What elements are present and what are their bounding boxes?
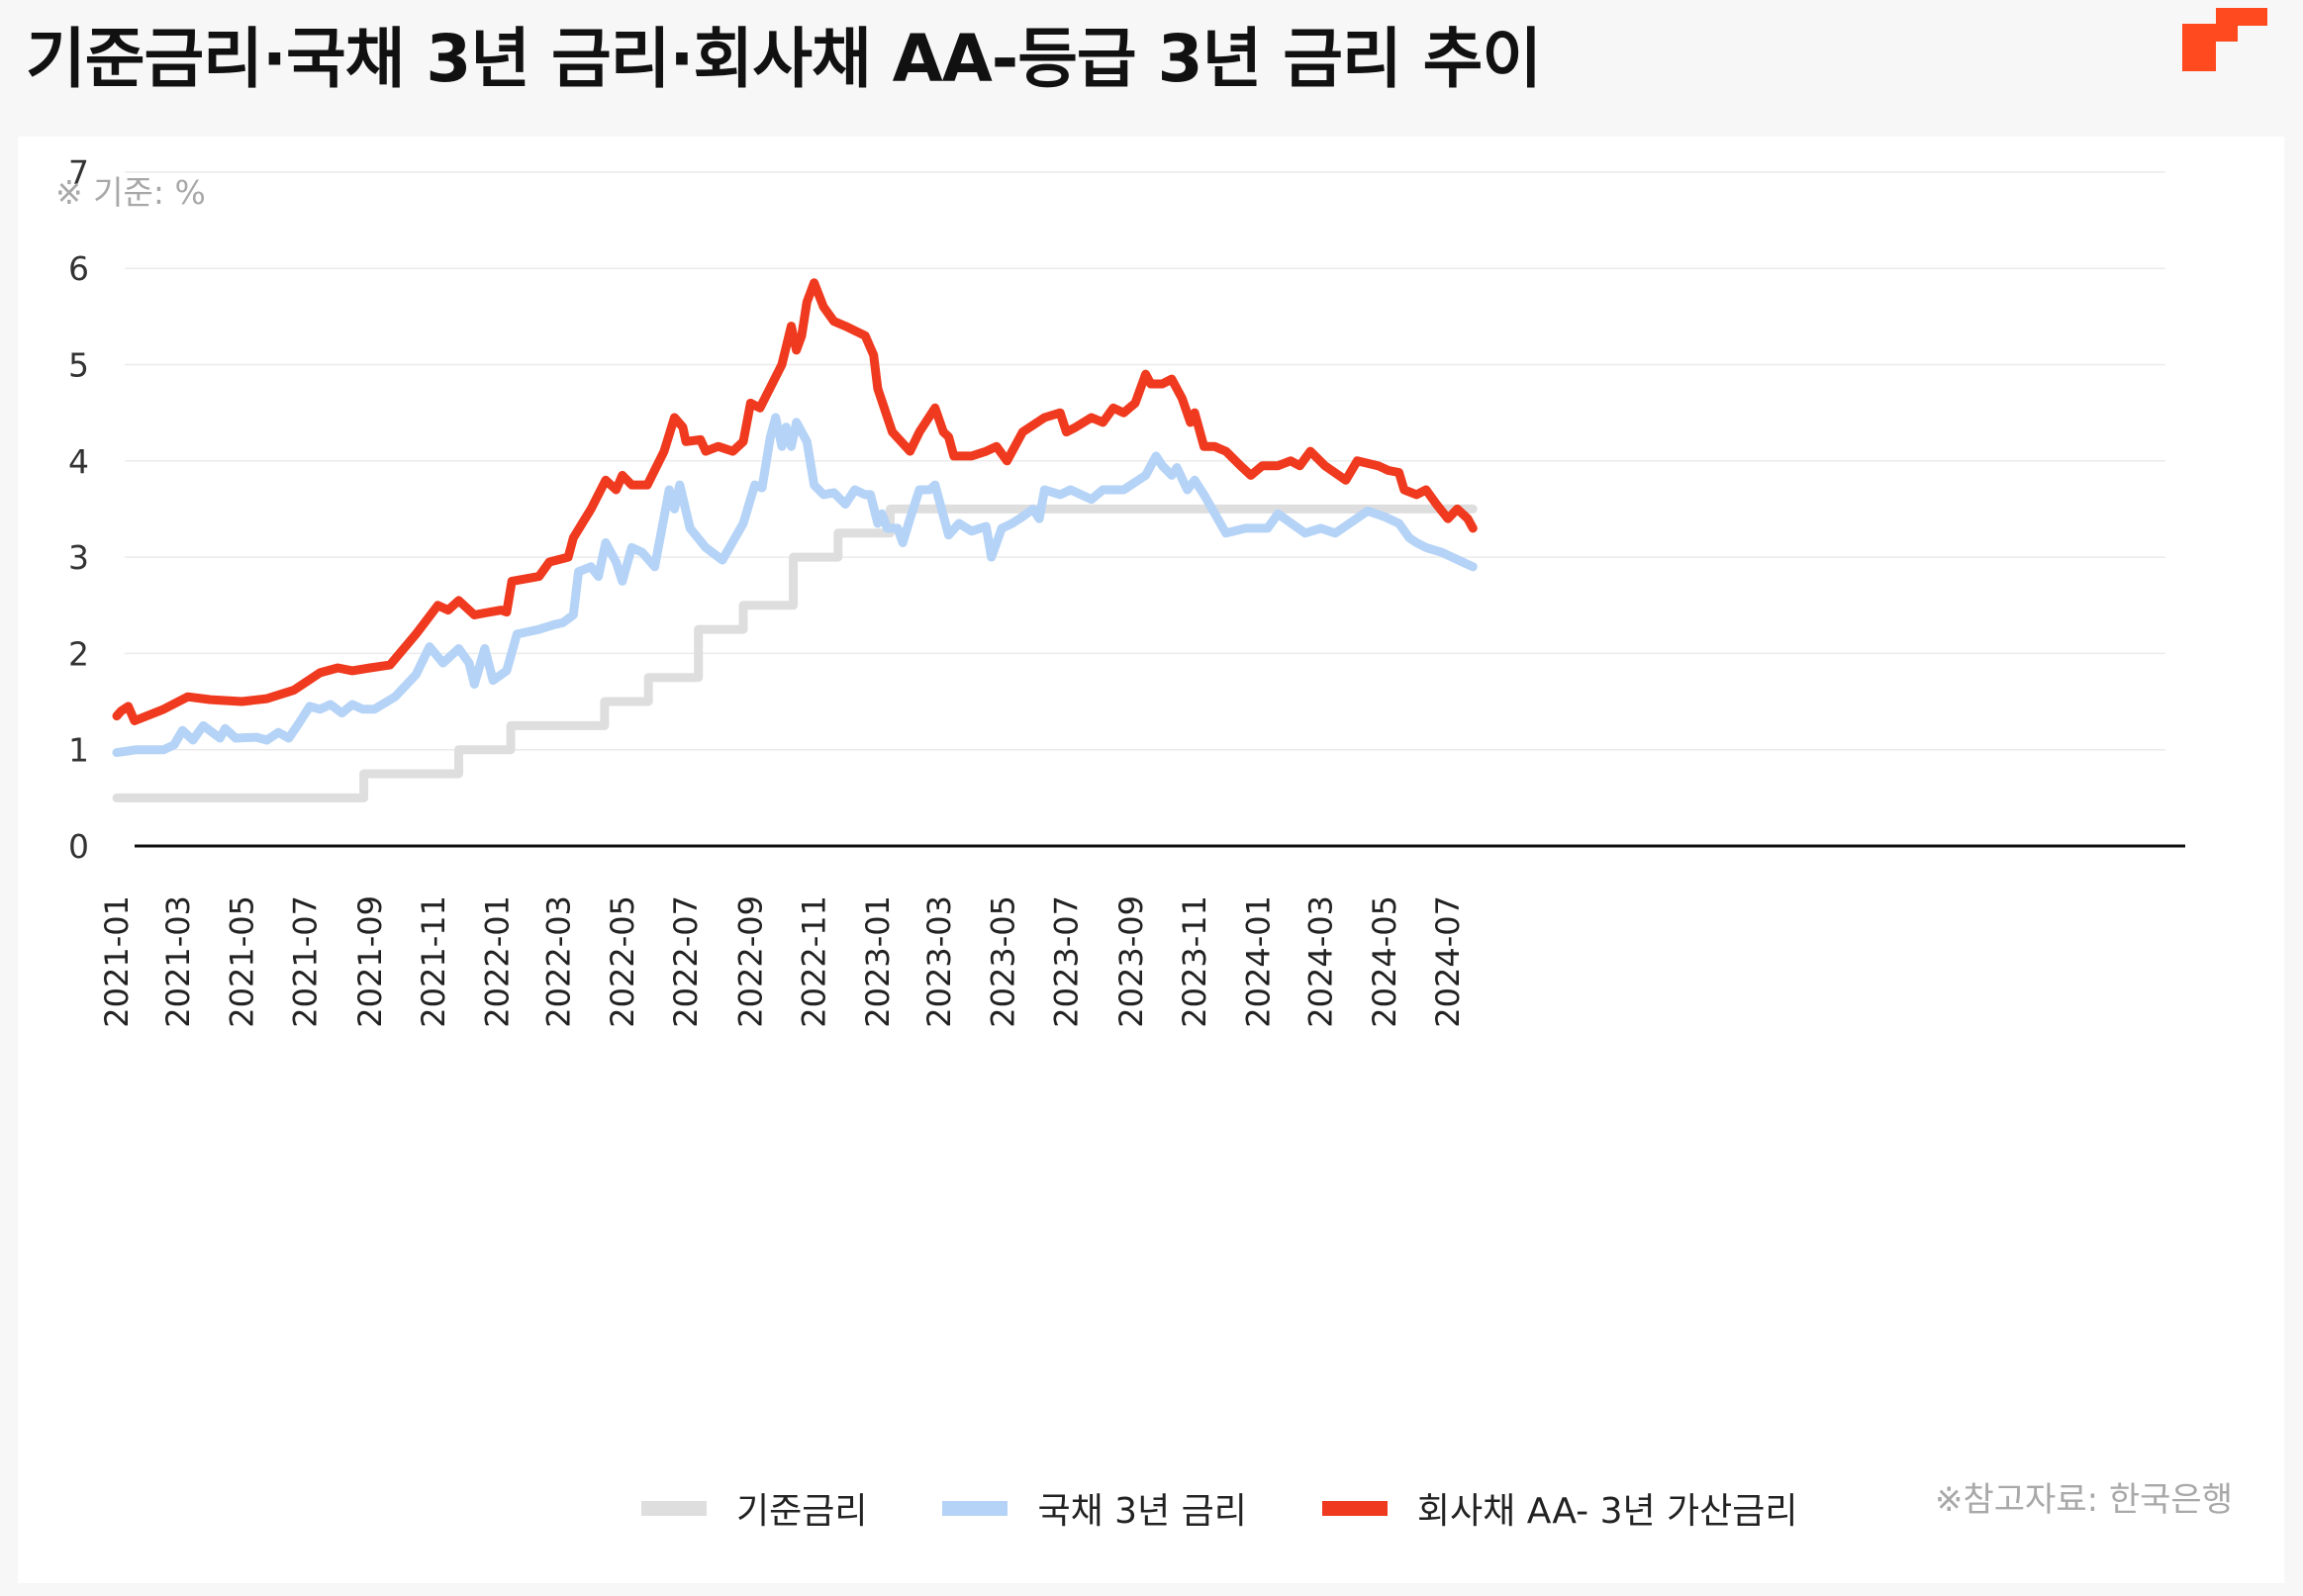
x-tick-label: 2021-09 xyxy=(351,895,389,1028)
x-tick-label: 2023-01 xyxy=(859,895,897,1028)
line-chart: 0 1 2 3 4 5 6 7 2021-01 2021-03 2021-05 2021-07 2021… xyxy=(68,153,2185,1028)
y-tick-label: 1 xyxy=(68,731,89,770)
y-tick-label: 5 xyxy=(68,346,89,385)
legend-item: 회사채 AA- 3년 가산금리 xyxy=(1321,1482,1798,1534)
legend: 기준금리 국채 3년 금리 회사채 AA- 3년 가산금리 xyxy=(641,1482,1873,1534)
chart-card: 0 1 2 3 4 5 6 7 2021-01 2021-03 2021-05 2021-07 2021… xyxy=(18,137,2284,1583)
x-tick-label: 2024-07 xyxy=(1429,895,1467,1028)
x-tick-label: 2023-07 xyxy=(1048,895,1086,1028)
legend-swatch xyxy=(1321,1500,1388,1516)
x-tick-label: 2021-03 xyxy=(159,895,197,1028)
brand-logo-icon xyxy=(2182,8,2267,71)
y-tick-label: 0 xyxy=(68,827,89,866)
x-tick-label: 2024-05 xyxy=(1366,895,1403,1028)
y-tick-label: 7 xyxy=(68,153,89,192)
x-tick-label: 2021-01 xyxy=(98,895,136,1028)
legend-item: 기준금리 xyxy=(641,1482,867,1534)
grid-lines xyxy=(125,171,2165,751)
axes: 0 1 2 3 4 5 6 7 2021-01 2021-03 2021-05 2021-07 2021… xyxy=(68,153,2185,1028)
y-tick-label: 6 xyxy=(68,249,89,288)
x-tick-label: 2021-07 xyxy=(287,895,325,1028)
x-tick-label: 2021-11 xyxy=(415,895,452,1028)
y-tick-label: 2 xyxy=(68,634,89,673)
x-tick-label: 2024-01 xyxy=(1239,895,1277,1028)
y-tick-label: 3 xyxy=(68,538,89,577)
y-tick-label: 4 xyxy=(68,442,89,481)
x-tick-label: 2022-11 xyxy=(796,895,833,1028)
x-tick-label: 2023-11 xyxy=(1176,895,1213,1028)
legend-label: 기준금리 xyxy=(736,1491,868,1532)
legend-label: 회사채 AA- 3년 가산금리 xyxy=(1416,1491,1798,1532)
x-tick-label: 2022-01 xyxy=(478,895,516,1028)
unit-note: ※ 기준: % xyxy=(55,173,206,212)
x-tick-label: 2022-05 xyxy=(604,895,641,1028)
x-tick-label: 2022-09 xyxy=(731,895,769,1028)
legend-label: 국채 3년 금리 xyxy=(1037,1491,1247,1532)
series-line xyxy=(112,504,1478,802)
series-line xyxy=(112,278,1478,725)
legend-swatch xyxy=(942,1500,1008,1516)
source-note: ※참고자료: 한국은행 xyxy=(1935,1480,2233,1520)
page-title: 기준금리·국채 3년 금리·회사채 AA-등급 3년 금리 추이 xyxy=(26,21,1542,97)
x-tick-label: 2022-03 xyxy=(540,895,578,1028)
legend-item: 국채 3년 금리 xyxy=(942,1482,1247,1534)
x-tick-label: 2023-09 xyxy=(1112,895,1150,1028)
x-tick-label: 2022-07 xyxy=(667,895,705,1028)
x-tick-label: 2021-05 xyxy=(223,895,260,1028)
series-line xyxy=(112,413,1478,758)
x-tick-label: 2023-05 xyxy=(984,895,1021,1028)
x-tick-label: 2024-03 xyxy=(1302,895,1340,1028)
x-tick-label: 2023-03 xyxy=(920,895,958,1028)
series-lines xyxy=(112,278,1478,802)
legend-swatch xyxy=(641,1500,707,1516)
